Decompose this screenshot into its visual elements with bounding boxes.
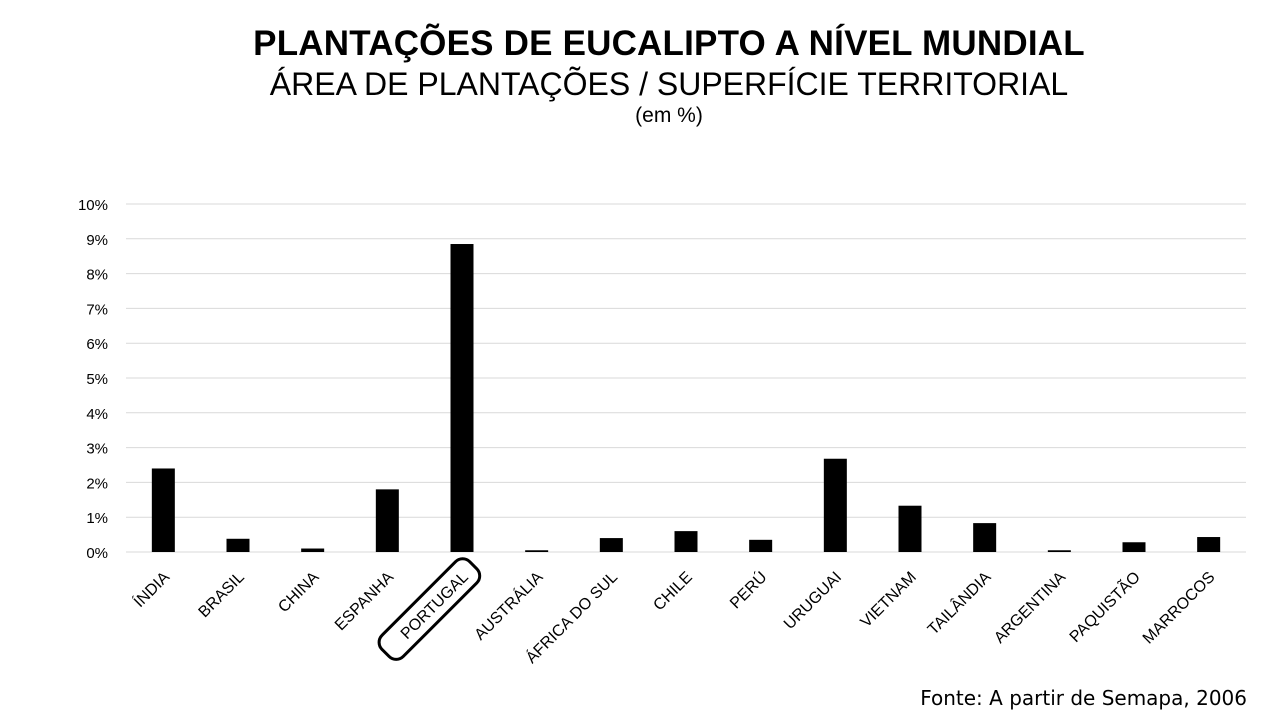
bar (450, 244, 474, 552)
y-tick-label: 10% (78, 197, 108, 214)
x-tick-label: URUGUAI (781, 569, 845, 633)
bar (749, 539, 773, 552)
bar (1047, 550, 1071, 552)
y-tick-label: 6% (86, 336, 108, 353)
y-tick-label: 2% (86, 475, 108, 492)
y-tick-label: 5% (86, 371, 108, 388)
bar (973, 523, 997, 552)
bar (1122, 542, 1146, 552)
x-tick-label: CHILE (650, 569, 695, 614)
x-tick-label: PAQUISTÃO (1065, 567, 1144, 646)
bar (525, 550, 549, 552)
y-tick-label: 1% (86, 510, 108, 527)
x-tick-label: PERÚ (726, 567, 771, 612)
bar (898, 505, 922, 552)
bar (823, 458, 847, 552)
x-tick-label: CHINA (275, 569, 322, 616)
y-tick-label: 9% (86, 232, 108, 249)
bar (599, 538, 623, 552)
bar (1197, 537, 1221, 552)
y-tick-label: 8% (86, 267, 108, 284)
highlight-box (377, 557, 482, 661)
x-tick-label: BRASIL (196, 569, 248, 621)
x-tick-label: AUSTRÁLIA (470, 567, 547, 644)
x-tick-label: MARROCOS (1140, 569, 1219, 648)
x-tick-label: ÍNDIA (130, 567, 174, 611)
source-note: Fonte: A partir de Semapa, 2006 (920, 686, 1247, 710)
bar (226, 538, 250, 552)
unit-note: (em %) (635, 104, 703, 127)
y-tick-label: 4% (86, 406, 108, 423)
chart-subtitle: ÁREA DE PLANTAÇÕES / SUPERFÍCIE TERRITOR… (269, 66, 1069, 102)
x-tick-label: VIETNAM (858, 569, 920, 631)
y-tick-label: 3% (86, 441, 108, 458)
bar (375, 489, 399, 552)
bar (674, 531, 698, 552)
bar (301, 548, 325, 552)
y-tick-label: 7% (86, 301, 108, 318)
x-tick-label: PORTUGAL (398, 569, 472, 643)
x-tick-label: TAILÂNDIA (923, 567, 994, 638)
bar (151, 468, 175, 552)
x-tick-label: ARGENTINA (991, 569, 1069, 647)
y-tick-label: 0% (86, 545, 108, 562)
x-tick-label: ESPANHA (332, 569, 397, 634)
chart-title: PLANTAÇÕES DE EUCALIPTO A NÍVEL MUNDIAL (253, 24, 1085, 63)
